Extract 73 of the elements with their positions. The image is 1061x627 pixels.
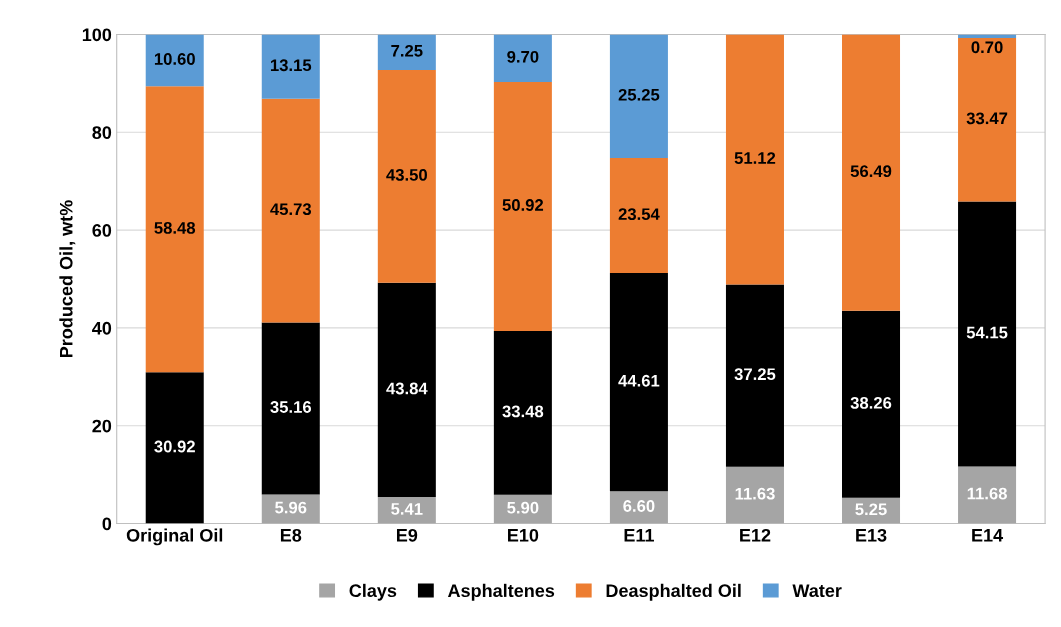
data-label: 56.49: [850, 165, 892, 178]
x-tick-label: E12: [740, 528, 771, 542]
data-label: 35.16: [270, 401, 312, 413]
bar: [842, 310, 901, 498]
x-tick-label: E13: [856, 528, 887, 542]
data-label: 11.63: [735, 487, 775, 500]
bar: [609, 491, 668, 524]
bar: [261, 34, 320, 99]
bar: [725, 34, 784, 285]
bar: [842, 34, 901, 311]
data-label: 43.84: [386, 382, 428, 395]
bar: [377, 282, 436, 498]
bar: [261, 98, 320, 323]
bar: [145, 86, 204, 373]
bar: [958, 466, 1017, 524]
legend-label: Deasphalted Oil: [606, 583, 741, 601]
data-label: 6.60: [623, 500, 655, 512]
bar: [609, 273, 668, 492]
data-label: 33.48: [502, 405, 544, 418]
data-label: 9.70: [507, 50, 539, 63]
x-tick-label: E14: [972, 529, 1004, 542]
data-label: 58.48: [154, 222, 196, 234]
x-tick-label: E11: [624, 529, 654, 542]
bar: [377, 69, 436, 283]
y-axis-title: Produced Oil, wt%: [59, 200, 76, 358]
data-label: 5.25: [855, 503, 887, 516]
x-tick-label: E9: [396, 528, 418, 542]
data-label: 45.73: [270, 203, 312, 216]
data-label: 5.96: [275, 501, 307, 514]
data-label: 11.68: [967, 487, 1007, 500]
bar: [493, 34, 552, 82]
bar: [145, 372, 204, 524]
legend-label: Asphaltenes: [447, 583, 555, 601]
bar: [958, 201, 1017, 467]
y-tick-label: 60: [92, 224, 112, 237]
data-label: 37.25: [734, 368, 776, 381]
data-label: 50.92: [502, 199, 544, 211]
data-label: 51.12: [734, 152, 776, 164]
bar: [377, 34, 436, 70]
x-tick-label: Original Oil: [126, 528, 223, 546]
bar: [958, 37, 1017, 202]
legend-label: Clays: [349, 583, 397, 601]
data-label: 33.47: [966, 112, 1008, 125]
x-tick-label: E8: [280, 528, 302, 542]
data-label: 43.50: [386, 168, 427, 181]
data-label: 13.15: [270, 59, 312, 72]
bar: [261, 494, 320, 524]
data-label: 54.15: [966, 326, 1008, 339]
y-tick-label: 0: [102, 517, 112, 531]
bar: [609, 157, 668, 274]
data-label: 30.92: [154, 440, 195, 453]
bar: [145, 34, 204, 87]
bar: [725, 284, 784, 467]
bar: [493, 81, 552, 331]
data-label: 38.26: [850, 396, 892, 409]
bar: [493, 330, 552, 495]
y-tick-label: 100: [82, 28, 112, 42]
x-tick-label: E10: [508, 528, 539, 542]
data-label: 10.60: [154, 53, 195, 65]
bar: [725, 466, 784, 524]
data-label: 5.90: [507, 501, 539, 514]
data-label: 7.25: [391, 44, 423, 57]
legend-label: Water: [792, 584, 842, 598]
y-tick-label: 20: [92, 419, 112, 433]
data-label: 0.70: [971, 41, 1003, 54]
data-label: 44.61: [618, 374, 660, 387]
bar: [261, 322, 320, 495]
y-tick-label: 80: [92, 126, 112, 140]
bar: [609, 34, 668, 158]
y-tick-label: 40: [92, 321, 112, 335]
data-label: 5.41: [391, 503, 423, 515]
data-label: 25.25: [618, 88, 660, 101]
data-label: 23.54: [618, 208, 660, 221]
